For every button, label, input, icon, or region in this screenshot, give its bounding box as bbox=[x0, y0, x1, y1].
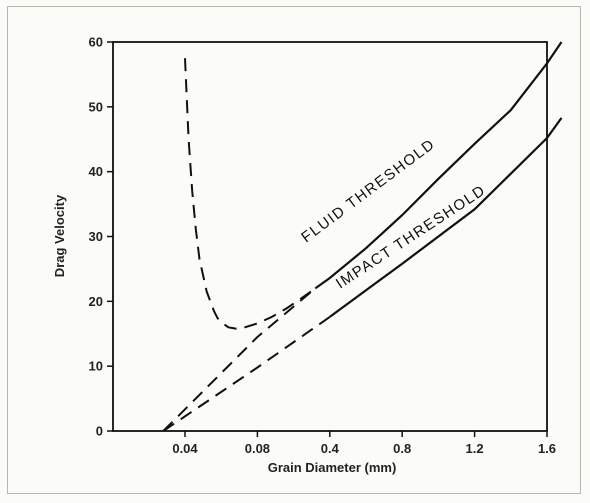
x-tick-label: 0.04 bbox=[172, 441, 198, 456]
series-fluid-threshold-dashed bbox=[184, 58, 316, 330]
x-axis-label: Grain Diameter (mm) bbox=[268, 460, 397, 475]
y-tick-label: 30 bbox=[89, 229, 103, 244]
x-tick-label: 0.08 bbox=[245, 441, 270, 456]
y-tick-label: 40 bbox=[89, 164, 103, 179]
y-tick-label: 50 bbox=[89, 99, 103, 114]
x-axis-ticks: 0.04 0.08 0.4 0.8 1.2 1.6 bbox=[172, 431, 556, 456]
series-impact-threshold-dashed bbox=[162, 316, 331, 432]
series-dashed-extension bbox=[162, 287, 316, 432]
figure-frame bbox=[7, 6, 581, 494]
y-tick-label: 20 bbox=[89, 294, 103, 309]
series-layer bbox=[162, 41, 563, 432]
y-tick-label: 10 bbox=[89, 359, 103, 374]
x-tick-label: 0.4 bbox=[321, 441, 340, 456]
y-axis-label: Drag Velocity bbox=[52, 194, 67, 277]
series-impact-threshold-solid bbox=[329, 117, 563, 318]
y-tick-label: 60 bbox=[89, 35, 103, 50]
x-tick-label: 0.8 bbox=[393, 441, 411, 456]
y-tick-label: 0 bbox=[96, 424, 103, 439]
x-tick-label: 1.6 bbox=[538, 441, 556, 456]
plot-area bbox=[112, 41, 548, 432]
series-fluid-threshold-solid bbox=[314, 41, 563, 290]
y-axis-ticks: 0 10 20 30 40 50 60 bbox=[89, 35, 113, 439]
x-tick-label: 1.2 bbox=[466, 441, 484, 456]
